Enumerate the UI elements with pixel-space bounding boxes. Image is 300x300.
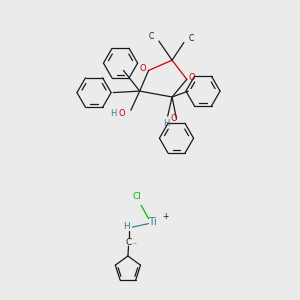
Text: ⁻: ⁻ — [133, 240, 137, 249]
Text: O: O — [140, 64, 146, 73]
Text: H: H — [163, 119, 169, 128]
Text: O: O — [118, 109, 125, 118]
Text: C: C — [125, 238, 132, 247]
Text: H: H — [123, 222, 130, 231]
Text: H: H — [110, 109, 116, 118]
Text: O: O — [189, 74, 195, 82]
Text: C: C — [149, 32, 154, 41]
Text: Ti: Ti — [148, 217, 158, 227]
Text: Cl: Cl — [132, 192, 141, 201]
Text: C: C — [189, 34, 194, 43]
Text: +: + — [162, 212, 169, 221]
Text: O: O — [171, 114, 178, 123]
